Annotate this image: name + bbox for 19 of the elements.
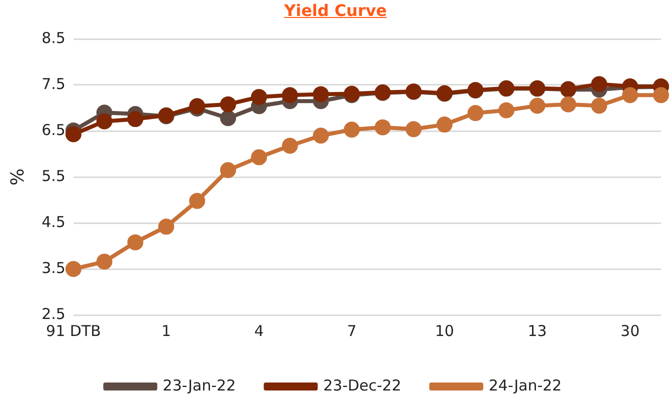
x-tick-label: 91 DTB (46, 322, 101, 340)
y-tick-label: 4.5 (42, 212, 66, 231)
x-tick-label: 10 (434, 322, 454, 340)
y-tick-label: 6.5 (42, 120, 66, 139)
x-tick-label: 1 (161, 322, 171, 340)
x-tick-label: 7 (346, 322, 357, 340)
y-axis-title: % (7, 168, 28, 186)
legend-label: 23-Jan-22 (162, 376, 236, 394)
x-tick-label: 30 (620, 322, 640, 340)
y-tick-label: 8.5 (42, 28, 66, 47)
x-tick-label: 4 (254, 322, 264, 340)
y-tick-label: 5.5 (42, 166, 66, 185)
chart-title: Yield Curve (283, 0, 388, 22)
legend-label: 23-Dec-22 (323, 376, 402, 394)
y-tick-label: 2.5 (42, 304, 66, 323)
y-tick-label: 7.5 (42, 74, 66, 93)
y-tick-label: 3.5 (42, 258, 66, 277)
x-tick-label: 13 (528, 322, 547, 340)
legend-label: 24-Jan-22 (488, 376, 562, 394)
